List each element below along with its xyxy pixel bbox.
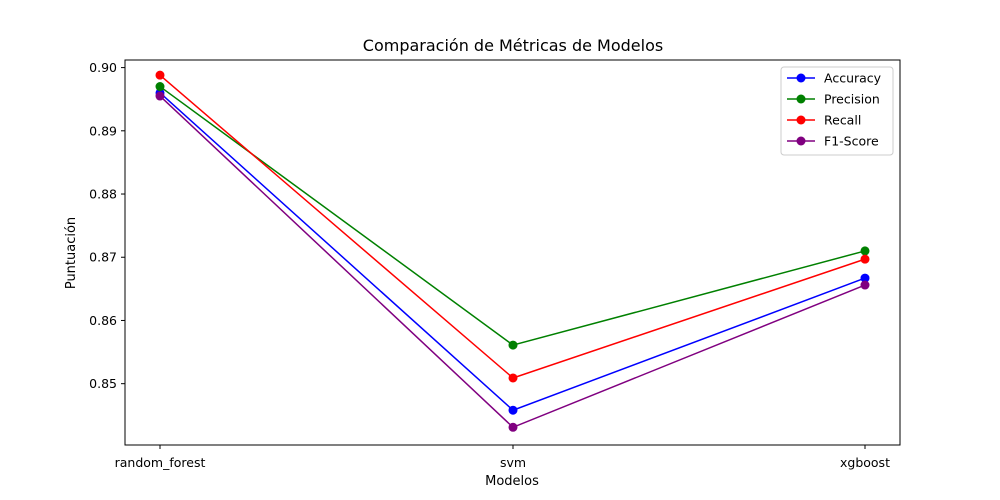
data-point (508, 340, 518, 350)
x-tick-label: svm (500, 455, 526, 470)
x-axis: random_forest svm xgboost (115, 445, 890, 470)
y-axis: 0.85 0.86 0.87 0.88 0.89 0.90 (89, 60, 125, 391)
series-line (159, 92, 866, 412)
series-line (159, 85, 866, 346)
series-accuracy (155, 88, 870, 415)
data-point (860, 254, 870, 264)
data-point (508, 405, 518, 415)
data-point (860, 246, 870, 256)
data-point (860, 280, 870, 290)
legend-box (780, 66, 894, 156)
series-f1-score (155, 91, 870, 432)
legend-label: Recall (824, 113, 861, 128)
x-axis-label: Modelos (485, 474, 539, 489)
data-point (155, 70, 165, 80)
y-axis-label: Puntuación (64, 217, 79, 289)
legend-item: Recall (787, 113, 861, 128)
series-line (159, 74, 866, 379)
data-point (508, 373, 518, 383)
x-tick-label: xgboost (840, 455, 890, 470)
x-tick-label: random_forest (115, 455, 206, 470)
y-tick-label: 0.88 (89, 187, 117, 202)
data-point (508, 422, 518, 432)
data-point (155, 91, 165, 101)
legend-label: F1-Score (824, 134, 879, 149)
y-tick-label: 0.90 (89, 60, 117, 75)
legend-item: Accuracy (787, 71, 882, 86)
legend-label: Precision (824, 92, 880, 107)
series-recall (155, 70, 870, 383)
legend: Accuracy Precision Recall F1-Score (780, 66, 894, 156)
legend-marker (796, 73, 806, 83)
y-tick-label: 0.89 (89, 123, 117, 138)
legend-item: Precision (787, 92, 880, 107)
plot-area (155, 70, 870, 432)
series-precision (155, 82, 870, 350)
legend-marker (796, 136, 806, 146)
data-point (860, 273, 870, 283)
y-tick-label: 0.86 (89, 313, 117, 328)
legend-marker (796, 94, 806, 104)
y-tick-label: 0.85 (89, 376, 117, 391)
y-tick-label: 0.87 (89, 250, 117, 265)
data-point (155, 82, 165, 92)
legend-label: Accuracy (824, 71, 882, 86)
legend-item: F1-Score (787, 134, 879, 149)
legend-marker (796, 115, 806, 125)
chart-title: Comparación de Métricas de Modelos (363, 36, 663, 55)
